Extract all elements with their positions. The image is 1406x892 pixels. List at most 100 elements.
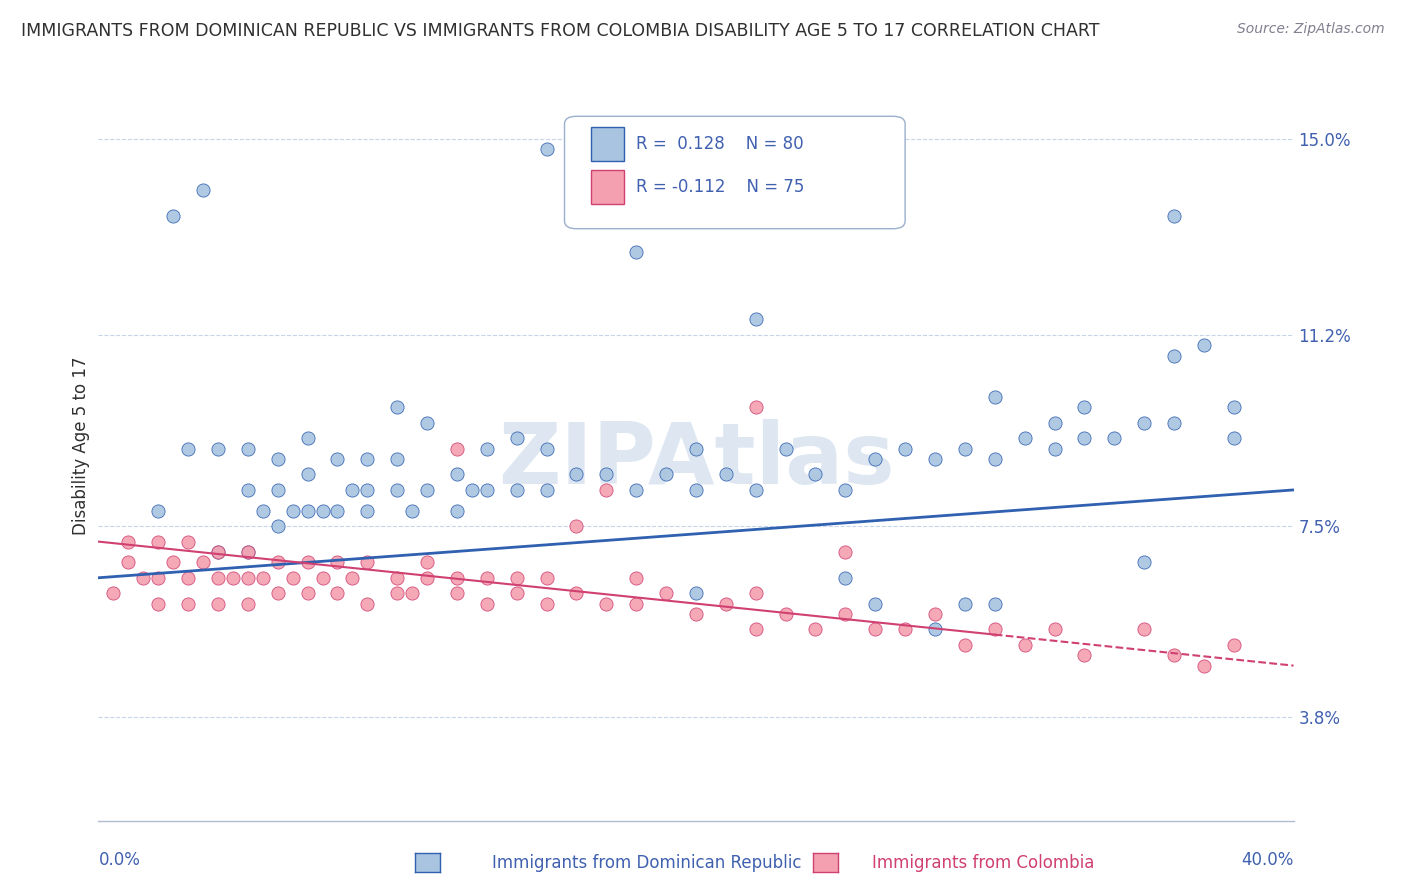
Point: [342, 571, 364, 585]
Point: [565, 519, 588, 533]
Point: [356, 503, 378, 517]
Text: R =  0.128    N = 80: R = 0.128 N = 80: [637, 135, 804, 153]
Point: [385, 0, 409, 1]
Point: [326, 503, 349, 517]
Point: [177, 571, 200, 585]
Point: [177, 442, 200, 456]
Point: [1223, 638, 1246, 652]
Point: [1043, 416, 1066, 430]
Point: [297, 586, 319, 600]
Point: [953, 442, 976, 456]
Point: [191, 555, 214, 569]
Point: [894, 623, 917, 637]
Point: [775, 607, 797, 621]
Point: [536, 142, 558, 156]
Point: [207, 442, 229, 456]
Point: [536, 483, 558, 497]
Point: [865, 597, 887, 611]
Point: [626, 597, 648, 611]
Bar: [591, 127, 624, 161]
Point: [565, 467, 588, 482]
Point: [1014, 638, 1036, 652]
Point: [685, 483, 707, 497]
Point: [1104, 431, 1126, 445]
Point: [1043, 442, 1066, 456]
Point: [311, 503, 333, 517]
Point: [148, 503, 170, 517]
Point: [1223, 431, 1246, 445]
Point: [236, 483, 259, 497]
Point: [595, 597, 617, 611]
Point: [297, 555, 319, 569]
Point: [1223, 401, 1246, 415]
Point: [416, 555, 439, 569]
Point: [595, 467, 617, 482]
Text: Source: ZipAtlas.com: Source: ZipAtlas.com: [1237, 22, 1385, 37]
Point: [222, 571, 245, 585]
Point: [536, 442, 558, 456]
Point: [1073, 401, 1095, 415]
Point: [506, 431, 529, 445]
Point: [297, 503, 319, 517]
Point: [342, 483, 364, 497]
Point: [506, 483, 529, 497]
Point: [475, 571, 498, 585]
Point: [281, 571, 304, 585]
Point: [626, 571, 648, 585]
Point: [311, 571, 333, 585]
Point: [236, 545, 259, 559]
Point: [984, 451, 1007, 466]
Point: [595, 483, 617, 497]
Point: [685, 157, 707, 171]
Point: [924, 607, 946, 621]
Point: [401, 586, 423, 600]
Point: [924, 623, 946, 637]
Point: [804, 467, 827, 482]
Point: [267, 483, 290, 497]
Point: [416, 571, 439, 585]
Text: R = -0.112    N = 75: R = -0.112 N = 75: [637, 178, 804, 196]
Point: [685, 586, 707, 600]
Point: [356, 555, 378, 569]
Point: [385, 451, 409, 466]
Point: [1133, 623, 1156, 637]
Point: [894, 442, 917, 456]
Point: [416, 416, 439, 430]
Point: [565, 586, 588, 600]
Point: [385, 571, 409, 585]
Point: [865, 451, 887, 466]
Point: [446, 586, 468, 600]
Point: [236, 545, 259, 559]
Point: [385, 586, 409, 600]
Point: [1073, 431, 1095, 445]
Point: [536, 597, 558, 611]
Point: [1073, 648, 1095, 663]
Text: 40.0%: 40.0%: [1241, 851, 1294, 869]
Point: [984, 390, 1007, 404]
Point: [416, 483, 439, 497]
Point: [1192, 658, 1215, 673]
Point: [356, 597, 378, 611]
Point: [536, 571, 558, 585]
Text: Immigrants from Colombia: Immigrants from Colombia: [872, 855, 1094, 872]
Point: [446, 467, 468, 482]
Point: [177, 597, 200, 611]
Point: [745, 623, 768, 637]
Text: IMMIGRANTS FROM DOMINICAN REPUBLIC VS IMMIGRANTS FROM COLOMBIA DISABILITY AGE 5 : IMMIGRANTS FROM DOMINICAN REPUBLIC VS IM…: [21, 22, 1099, 40]
Point: [162, 555, 184, 569]
Text: 0.0%: 0.0%: [98, 851, 141, 869]
Point: [401, 503, 423, 517]
Point: [1163, 209, 1185, 223]
Point: [834, 571, 856, 585]
Point: [475, 442, 498, 456]
Point: [834, 483, 856, 497]
Point: [117, 555, 139, 569]
Point: [953, 638, 976, 652]
Point: [207, 545, 229, 559]
Point: [267, 451, 290, 466]
Point: [446, 442, 468, 456]
Point: [267, 586, 290, 600]
Text: Immigrants from Dominican Republic: Immigrants from Dominican Republic: [492, 855, 801, 872]
Point: [475, 483, 498, 497]
Point: [177, 534, 200, 549]
